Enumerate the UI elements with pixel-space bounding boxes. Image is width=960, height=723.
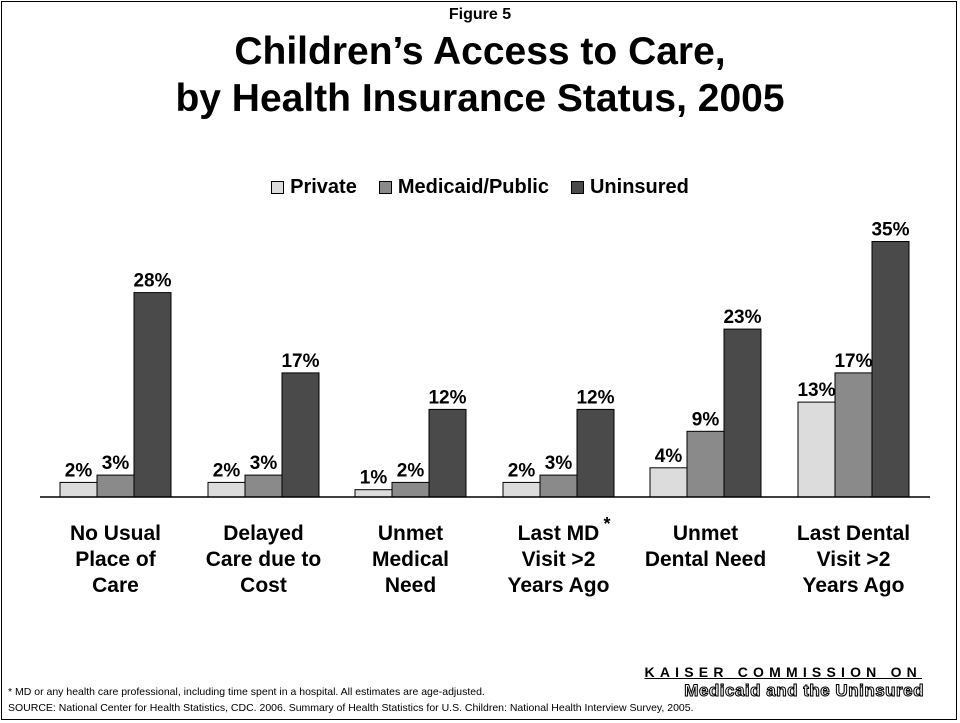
bar-private-5 bbox=[797, 401, 836, 498]
bar-private-2 bbox=[354, 489, 393, 498]
category-label-0-line-1: Place of bbox=[75, 548, 157, 571]
data-label-private-3: 2% bbox=[508, 460, 536, 481]
chart-title: Children’s Access to Care, by Health Ins… bbox=[0, 28, 960, 122]
bar-private-0 bbox=[59, 481, 98, 498]
bar-medicaid-5 bbox=[834, 372, 873, 498]
data-label-uninsured-2: 12% bbox=[428, 387, 466, 408]
data-label-private-0: 2% bbox=[65, 460, 93, 481]
figure-label: Figure 5 bbox=[448, 6, 512, 23]
data-label-uninsured-5: 35% bbox=[871, 220, 909, 241]
legend-swatch-uninsured bbox=[570, 181, 584, 194]
data-label-medicaid-3: 3% bbox=[545, 453, 573, 474]
title-line-2: by Health Insurance Status, 2005 bbox=[175, 77, 785, 120]
category-label-1-line-1: Care due to bbox=[206, 548, 322, 571]
category-label-5-line-1: Visit >2 bbox=[817, 548, 891, 571]
category-label-2-line-0: Unmet bbox=[378, 522, 443, 545]
data-label-uninsured-4: 23% bbox=[723, 307, 761, 328]
data-label-private-4: 4% bbox=[655, 446, 683, 467]
legend-label-uninsured: Uninsured bbox=[589, 176, 689, 198]
category-label-3-line-0: Last MD bbox=[518, 522, 600, 545]
category-label-1-line-2: Cost bbox=[240, 574, 287, 597]
category-label-2-line-1: Medical bbox=[372, 548, 449, 571]
category-label-3-line-2: Years Ago bbox=[508, 574, 610, 597]
bar-uninsured-5 bbox=[871, 241, 910, 498]
category-label-5-line-0: Last Dental bbox=[797, 522, 910, 545]
category-label-0-line-0: No Usual bbox=[70, 522, 161, 545]
category-label-1-line-0: Delayed bbox=[223, 522, 304, 545]
data-label-private-2: 1% bbox=[360, 468, 388, 489]
footnote: * MD or any health care professional, in… bbox=[8, 686, 485, 698]
legend-swatch-private bbox=[271, 181, 285, 194]
data-label-medicaid-2: 2% bbox=[397, 460, 425, 481]
bar-medicaid-1 bbox=[244, 474, 283, 498]
legend-item-medicaid: Medicaid/Public bbox=[378, 176, 549, 199]
branding-medicaid-uninsured: Medicaid and the Uninsured bbox=[684, 681, 924, 701]
legend-item-uninsured: Uninsured bbox=[570, 176, 689, 199]
data-label-medicaid-4: 9% bbox=[692, 409, 720, 430]
legend-label-medicaid: Medicaid/Public bbox=[397, 176, 549, 198]
bar-uninsured-1 bbox=[281, 372, 320, 498]
category-marker-3: * bbox=[604, 514, 611, 534]
data-label-private-5: 13% bbox=[797, 380, 835, 401]
bar-private-4 bbox=[649, 467, 688, 498]
legend-label-private: Private bbox=[290, 176, 357, 198]
branding-kaiser-commission: KAISER COMMISSION ON bbox=[644, 664, 922, 680]
bar-uninsured-2 bbox=[428, 408, 467, 498]
bar-medicaid-0 bbox=[96, 474, 135, 498]
title-line-1: Children’s Access to Care, bbox=[234, 30, 726, 73]
legend-item-private: Private bbox=[271, 176, 357, 199]
bar-uninsured-3 bbox=[576, 408, 615, 498]
legend-swatch-medicaid bbox=[378, 181, 392, 194]
chart-legend: Private Medicaid/Public Uninsured bbox=[0, 176, 960, 199]
category-label-2-line-2: Need bbox=[385, 574, 436, 597]
bar-uninsured-0 bbox=[133, 292, 172, 498]
data-label-medicaid-5: 17% bbox=[834, 351, 872, 372]
source-note: SOURCE: National Center for Health Stati… bbox=[8, 702, 694, 714]
data-label-uninsured-0: 28% bbox=[133, 271, 171, 292]
category-label-0-line-2: Care bbox=[92, 574, 139, 597]
category-label-5-line-2: Years Ago bbox=[803, 574, 905, 597]
bar-medicaid-2 bbox=[391, 481, 430, 498]
bar-uninsured-4 bbox=[723, 328, 762, 498]
bar-medicaid-3 bbox=[539, 474, 578, 498]
bar-private-3 bbox=[502, 481, 541, 498]
data-label-uninsured-1: 17% bbox=[281, 351, 319, 372]
category-label-4-line-0: Unmet bbox=[673, 522, 738, 545]
data-label-private-1: 2% bbox=[213, 460, 241, 481]
category-label-4-line-1: Dental Need bbox=[645, 548, 766, 571]
bar-private-1 bbox=[207, 481, 246, 498]
category-label-3-line-1: Visit >2 bbox=[522, 548, 596, 571]
data-label-uninsured-3: 12% bbox=[576, 387, 614, 408]
data-label-medicaid-0: 3% bbox=[102, 453, 130, 474]
data-label-medicaid-1: 3% bbox=[250, 453, 278, 474]
bar-medicaid-4 bbox=[686, 430, 725, 498]
